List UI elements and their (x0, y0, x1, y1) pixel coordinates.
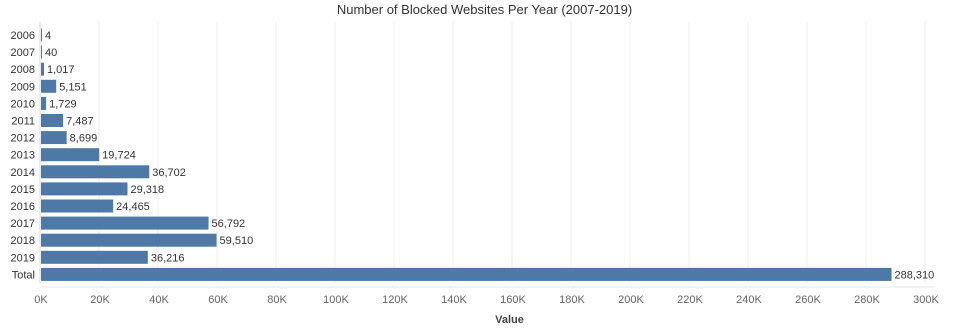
data-label: 1,729 (49, 98, 77, 110)
data-label: 5,151 (59, 81, 87, 93)
bar-2013[interactable] (41, 148, 100, 162)
data-label: 36,216 (151, 252, 185, 264)
data-label: 288,310 (895, 269, 935, 281)
data-label: 36,702 (152, 167, 186, 179)
x-tick-label: 40K (149, 294, 169, 306)
bar-2017[interactable] (41, 216, 209, 230)
category-label: 2007 (11, 47, 35, 59)
bar-2016[interactable] (41, 199, 114, 213)
category-label: 2010 (11, 98, 35, 110)
category-label: 2015 (11, 184, 35, 196)
x-axis-title: Value (495, 314, 524, 326)
x-tick-label: 200K (618, 294, 644, 306)
x-tick-label: 280K (854, 294, 880, 306)
bar-2012[interactable] (41, 131, 67, 145)
category-label: 2011 (11, 116, 35, 128)
bar-2009[interactable] (41, 79, 57, 93)
x-tick-label: 120K (382, 294, 408, 306)
category-label: 2012 (11, 133, 35, 145)
x-tick-label: 0K (34, 294, 48, 306)
data-label: 29,318 (130, 184, 164, 196)
category-label: 2017 (11, 218, 35, 230)
chart-title: Number of Blocked Websites Per Year (200… (336, 2, 633, 17)
bar-2007[interactable] (41, 45, 42, 59)
x-tick-label: 20K (90, 294, 110, 306)
bar-2015[interactable] (41, 182, 128, 196)
x-tick-label: 260K (795, 294, 821, 306)
category-label: 2018 (11, 235, 35, 247)
bar-2006[interactable] (41, 28, 42, 42)
x-tick-label: 220K (677, 294, 703, 306)
x-tick-label: 100K (323, 294, 349, 306)
category-label: 2019 (11, 252, 35, 264)
category-label: 2006 (11, 30, 35, 42)
data-label: 19,724 (102, 150, 136, 162)
bar-2011[interactable] (41, 114, 64, 127)
category-label: Total (12, 269, 35, 281)
bar-total[interactable] (41, 267, 892, 281)
data-label: 8,699 (70, 133, 98, 145)
bar-2010[interactable] (41, 96, 47, 110)
data-label: 7,487 (66, 116, 94, 128)
data-label: 4 (45, 30, 51, 42)
bar-2014[interactable] (41, 165, 150, 179)
x-tick-label: 180K (559, 294, 585, 306)
category-label: 2014 (11, 167, 35, 179)
data-label: 1,017 (47, 64, 75, 76)
data-label: 56,792 (212, 218, 246, 230)
bar-2019[interactable] (41, 250, 148, 264)
x-tick-label: 80K (267, 294, 287, 306)
x-tick-label: 240K (736, 294, 762, 306)
x-tick-label: 60K (208, 294, 228, 306)
category-label: 2009 (11, 81, 35, 93)
data-label: 24,465 (116, 201, 150, 213)
x-tick-label: 160K (500, 294, 526, 306)
category-label: 2016 (11, 201, 35, 213)
data-label: 59,510 (220, 235, 254, 247)
category-label: 2013 (11, 150, 35, 162)
data-label: 40 (45, 47, 57, 59)
x-tick-label: 140K (441, 294, 467, 306)
x-tick-label: 300K (913, 294, 939, 306)
category-label: 2008 (11, 64, 35, 76)
bar-2018[interactable] (41, 233, 217, 247)
bar-2008[interactable] (41, 62, 45, 76)
